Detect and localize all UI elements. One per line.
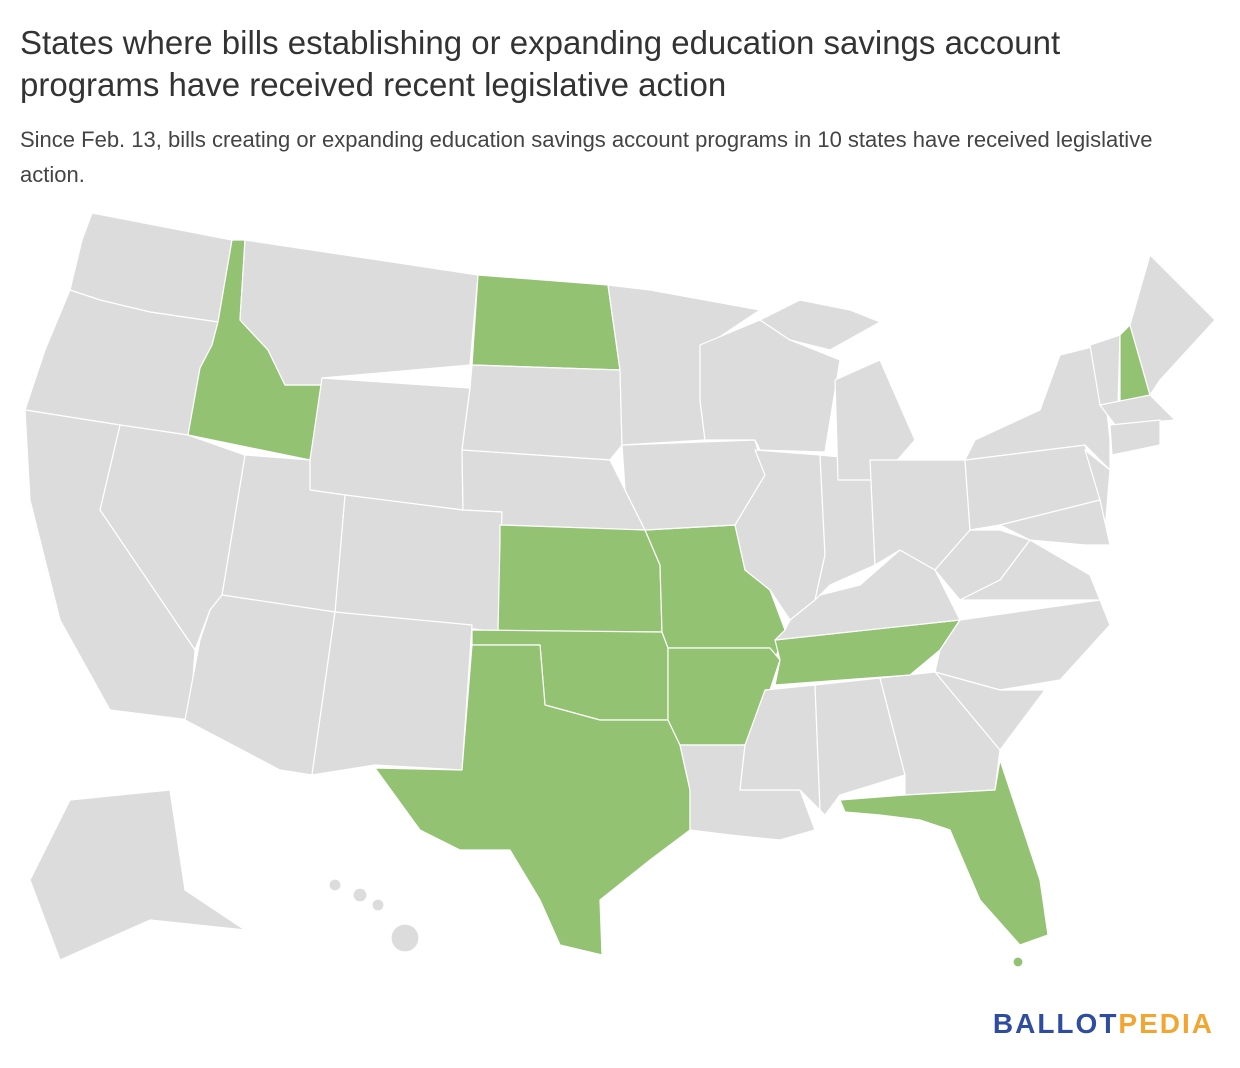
state (239, 239, 479, 386)
logo-part: PEDIA (1118, 1008, 1214, 1039)
state (328, 878, 342, 892)
states (24, 212, 1216, 968)
state (934, 599, 1111, 691)
logo: BALLOTPEDIA (993, 1008, 1214, 1040)
state (497, 524, 663, 633)
state (374, 644, 691, 956)
state (352, 887, 368, 903)
state (461, 364, 623, 461)
state (1012, 956, 1024, 968)
subtitle: Since Feb. 13, bills creating or expandi… (20, 127, 1153, 187)
logo-part: BALLOT (992, 1008, 1119, 1039)
state (959, 539, 1101, 601)
state (311, 611, 473, 776)
state (1099, 394, 1176, 426)
state (184, 594, 336, 776)
state (471, 274, 621, 371)
state (334, 494, 503, 633)
state (390, 923, 420, 953)
state (964, 344, 1111, 471)
state (999, 499, 1111, 546)
us-map (24, 212, 1216, 968)
state (29, 789, 246, 961)
state (309, 377, 471, 511)
state (1109, 419, 1161, 456)
state (839, 759, 1049, 946)
state (759, 299, 881, 351)
title: States where bills establishing or expan… (20, 24, 1061, 103)
state (371, 898, 385, 912)
state (934, 671, 1046, 751)
